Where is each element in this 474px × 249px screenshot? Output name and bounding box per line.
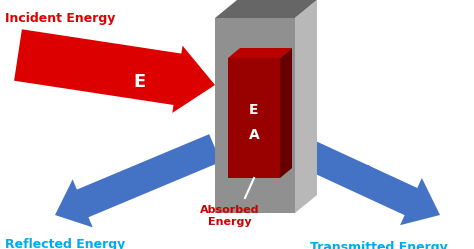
Bar bbox=[215, 18, 295, 213]
Polygon shape bbox=[289, 134, 440, 225]
Polygon shape bbox=[14, 29, 215, 113]
Text: Incident Energy: Incident Energy bbox=[5, 12, 115, 25]
Polygon shape bbox=[215, 0, 317, 18]
Text: E: E bbox=[135, 165, 145, 180]
Text: A: A bbox=[249, 128, 259, 142]
Text: T: T bbox=[371, 175, 379, 185]
Text: E: E bbox=[249, 103, 259, 117]
Text: R: R bbox=[146, 175, 154, 185]
Text: E: E bbox=[134, 73, 146, 91]
Text: Absorbed
Energy: Absorbed Energy bbox=[200, 205, 260, 227]
Text: Transmitted Energy: Transmitted Energy bbox=[310, 241, 448, 249]
Text: Reflected Energy: Reflected Energy bbox=[5, 238, 125, 249]
Text: E: E bbox=[360, 165, 370, 180]
Polygon shape bbox=[55, 134, 221, 227]
Bar bbox=[228, 58, 280, 178]
Polygon shape bbox=[280, 48, 292, 178]
Polygon shape bbox=[295, 0, 317, 213]
Polygon shape bbox=[228, 48, 292, 58]
